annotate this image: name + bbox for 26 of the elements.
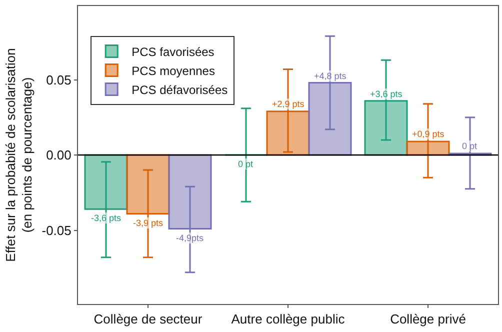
bar [406, 140, 450, 156]
y-tick-label: 0.00 [46, 148, 72, 163]
bar [308, 82, 352, 156]
annotation: +2,9 pts [272, 99, 305, 109]
y-axis-title: Effet sur la probabité de scolarisation (en points de pourcentage) [2, 48, 35, 262]
legend-label: PCS défavorisées [132, 82, 228, 97]
annotation: -3,9 pts [133, 218, 164, 228]
x-tick-label: Collège privé [390, 312, 466, 327]
x-tick-label: Autre collège public [231, 312, 346, 327]
bar [168, 154, 212, 230]
annotation: +0,9 pts [412, 129, 445, 139]
bar [364, 100, 408, 156]
annotation: -4,9pts [176, 233, 204, 243]
legend-label: PCS favorisées [132, 44, 214, 59]
bar [126, 154, 170, 214]
x-tick-label: Collège de secteur [94, 312, 203, 327]
annotation: 0 pt [462, 141, 478, 151]
y-tick-label: 0.05 [46, 72, 72, 88]
legend-label: PCS moyennes [132, 64, 215, 78]
annotation: +3,6 pts [370, 89, 403, 99]
bar [84, 154, 128, 210]
annotation: 0 pt [238, 159, 254, 169]
bar [266, 110, 310, 156]
annotation: -3,6 pts [91, 213, 122, 223]
y-tick-label: -0.05 [42, 222, 72, 238]
annotation: +4,8 pts [314, 71, 347, 81]
